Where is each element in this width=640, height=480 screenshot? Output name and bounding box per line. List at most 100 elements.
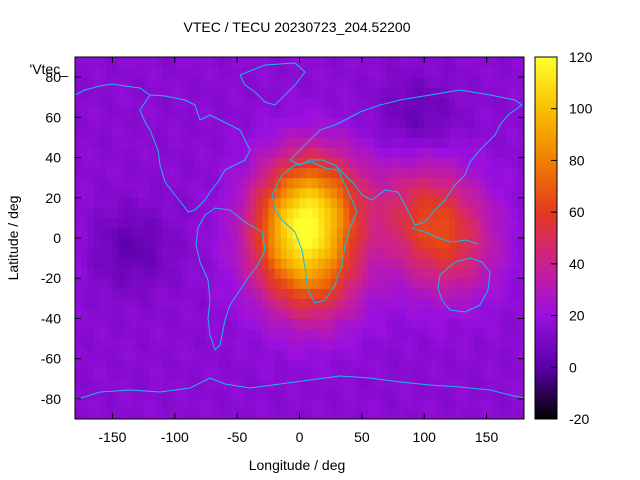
heatmap-cell xyxy=(87,127,95,139)
heatmap-cell xyxy=(93,147,101,159)
heatmap-cell xyxy=(237,117,244,128)
heatmap-cell xyxy=(355,97,363,108)
heatmap-cell xyxy=(343,398,350,410)
heatmap-cell xyxy=(262,107,269,118)
heatmap-cell xyxy=(299,398,307,410)
heatmap-cell xyxy=(174,197,182,209)
heatmap-cell xyxy=(218,388,226,400)
heatmap-cell xyxy=(424,288,432,299)
heatmap-cell xyxy=(486,107,494,118)
heatmap-cell xyxy=(87,278,95,289)
heatmap-cell xyxy=(143,227,151,239)
heatmap-cell xyxy=(305,177,313,189)
heatmap-cell xyxy=(237,57,244,68)
heatmap-cell xyxy=(193,197,201,209)
heatmap-cell xyxy=(442,388,450,400)
heatmap-cell xyxy=(405,227,413,239)
heatmap-cell xyxy=(268,187,276,199)
heatmap-cell xyxy=(149,258,157,269)
coastline-africa xyxy=(271,161,358,304)
heatmap-cell xyxy=(268,308,276,320)
heatmap-cell xyxy=(124,318,132,330)
heatmap-cell xyxy=(505,278,513,289)
heatmap-cell xyxy=(187,358,195,370)
heatmap-cell xyxy=(93,117,101,128)
heatmap-cell xyxy=(199,388,207,400)
heatmap-cell xyxy=(174,227,182,239)
heatmap-cell xyxy=(305,248,313,259)
heatmap-cell xyxy=(75,137,82,149)
heatmap-cell xyxy=(99,378,107,390)
heatmap-cell xyxy=(218,278,226,289)
heatmap-cell xyxy=(124,308,132,320)
heatmap-cell xyxy=(137,67,145,78)
heatmap-cell xyxy=(218,378,226,390)
heatmap-cell xyxy=(118,348,126,360)
heatmap-cell xyxy=(430,217,438,229)
heatmap-cell xyxy=(168,398,176,410)
heatmap-cell xyxy=(112,197,120,209)
heatmap-cell xyxy=(343,117,350,128)
heatmap-cell xyxy=(386,87,394,98)
heatmap-cell xyxy=(149,358,157,370)
heatmap-cell xyxy=(305,187,313,199)
heatmap-cell xyxy=(149,187,157,199)
heatmap-cell xyxy=(293,248,301,259)
heatmap-cell xyxy=(237,217,244,229)
heatmap-cell xyxy=(212,117,220,128)
heatmap-cell xyxy=(436,217,444,229)
heatmap-cell xyxy=(87,97,95,108)
heatmap-cell xyxy=(262,398,269,410)
heatmap-cell xyxy=(411,318,419,330)
heatmap-cell xyxy=(299,238,307,249)
heatmap-cell xyxy=(124,67,132,78)
heatmap-cell xyxy=(355,117,363,128)
heatmap-cell xyxy=(149,107,157,118)
heatmap-cell xyxy=(343,338,350,350)
heatmap-cell xyxy=(430,117,438,128)
heatmap-cell xyxy=(449,288,457,299)
heatmap-cell xyxy=(237,177,244,189)
heatmap-cell xyxy=(187,107,195,118)
heatmap-cell xyxy=(442,127,450,139)
heatmap-cell xyxy=(517,167,524,179)
heatmap-cell xyxy=(399,117,407,128)
heatmap-cell xyxy=(149,338,157,350)
y-tick-label: 20 xyxy=(45,190,61,206)
heatmap-cell xyxy=(118,77,126,88)
heatmap-cell xyxy=(336,338,344,350)
heatmap-cell xyxy=(193,77,201,88)
heatmap-cell xyxy=(255,177,263,189)
heatmap-cell xyxy=(87,398,95,410)
heatmap-cell xyxy=(393,107,400,118)
heatmap-cell xyxy=(324,298,332,309)
heatmap-cell xyxy=(355,67,363,78)
heatmap-cell xyxy=(436,67,444,78)
heatmap-cell xyxy=(255,368,263,380)
heatmap-cell xyxy=(299,278,307,289)
heatmap-cell xyxy=(430,358,438,370)
heatmap-cell xyxy=(330,248,338,259)
heatmap-cell xyxy=(311,187,319,199)
heatmap-cell xyxy=(474,137,481,149)
heatmap-cell xyxy=(505,308,513,320)
heatmap-cell xyxy=(168,217,176,229)
heatmap-cell xyxy=(118,238,126,249)
heatmap-cell xyxy=(149,348,157,360)
heatmap-cell xyxy=(181,177,188,189)
heatmap-cell xyxy=(492,388,500,400)
heatmap-cell xyxy=(380,177,388,189)
heatmap-cell xyxy=(361,398,369,410)
heatmap-cell xyxy=(305,308,313,320)
heatmap-cell xyxy=(499,258,506,269)
heatmap-cell xyxy=(455,77,463,88)
heatmap-cell xyxy=(480,227,488,239)
heatmap-cell xyxy=(436,207,444,219)
heatmap-cell xyxy=(311,87,319,98)
heatmap-cell xyxy=(474,248,481,259)
heatmap-cell xyxy=(149,127,157,139)
heatmap-cell xyxy=(280,157,288,169)
heatmap-cell xyxy=(430,57,438,68)
x-tick-label: -150 xyxy=(98,429,126,445)
heatmap-cell xyxy=(205,338,213,350)
